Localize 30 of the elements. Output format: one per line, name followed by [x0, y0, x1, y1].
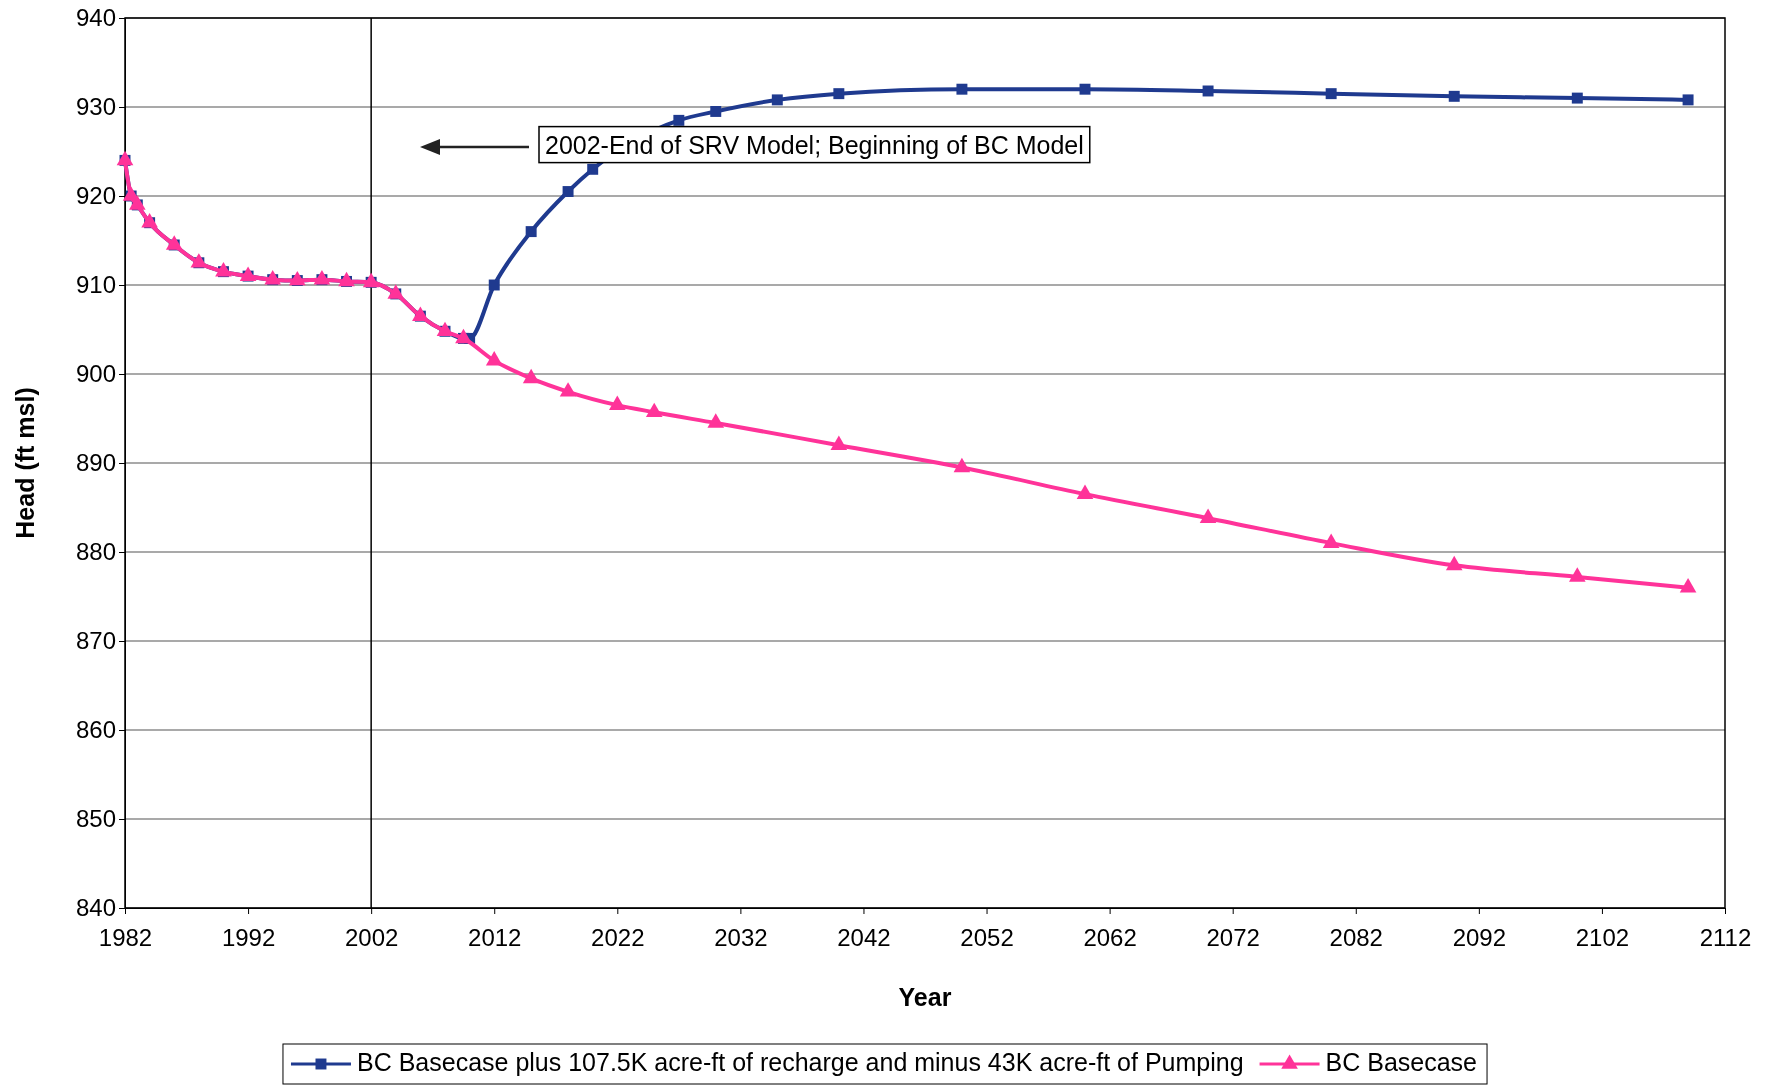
x-tick-label: 2102 — [1575, 923, 1630, 951]
annotation: 2002-End of SRV Model; Beginning of BC Model — [545, 130, 1084, 159]
x-tick-label: 1992 — [221, 923, 276, 951]
y-axis-title: Head (ft msl) — [11, 387, 39, 539]
x-tick-label: 2062 — [1083, 923, 1137, 951]
x-axis-title: Year — [898, 983, 952, 1011]
y-tick-label: 850 — [75, 805, 116, 833]
x-tick-label: 2072 — [1206, 923, 1260, 951]
x-tick-label: 2002 — [344, 923, 399, 951]
x-tick-label: 2082 — [1329, 923, 1383, 951]
x-tick-label: 2052 — [960, 923, 1014, 951]
y-tick-label: 860 — [75, 716, 116, 744]
y-tick-label: 910 — [75, 271, 116, 299]
x-tick-label: 1982 — [98, 923, 153, 951]
x-tick-label: 2112 — [1699, 923, 1752, 951]
x-tick-label: 2092 — [1452, 923, 1507, 951]
x-tick-label: 2032 — [714, 923, 768, 951]
x-tick-label: 2042 — [837, 923, 891, 951]
y-tick-label: 880 — [75, 538, 116, 566]
x-tick-label: 2012 — [468, 923, 522, 951]
legend-label: BC Basecase — [1325, 1047, 1478, 1076]
y-tick-label: 870 — [75, 627, 116, 655]
legend-label: BC Basecase plus 107.5K acre-ft of recharge and minus 43K acre-ft of Pumping — [356, 1047, 1244, 1076]
y-tick-label: 940 — [75, 4, 116, 32]
y-tick-label: 930 — [75, 93, 116, 121]
y-tick-label: 890 — [75, 449, 116, 477]
x-tick-label: 2022 — [591, 923, 645, 951]
y-tick-label: 920 — [75, 182, 116, 210]
y-tick-label: 900 — [75, 360, 116, 388]
y-tick-label: 840 — [75, 894, 116, 922]
